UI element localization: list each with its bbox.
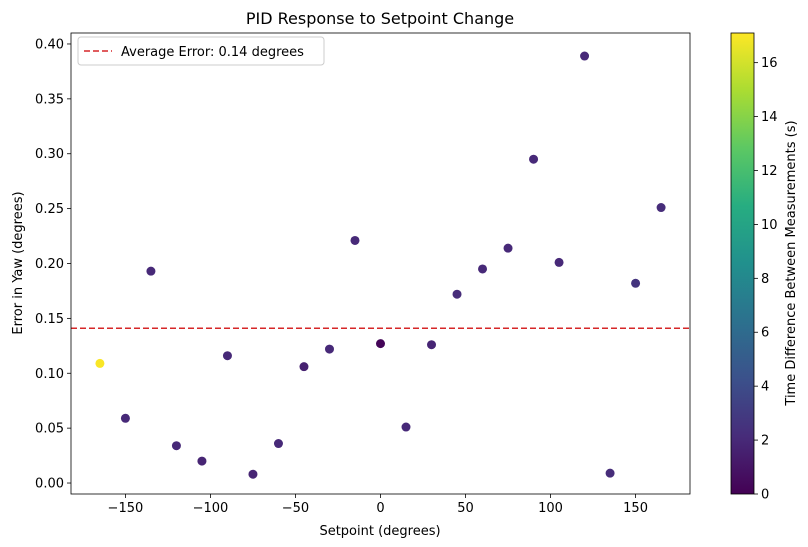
chart-title: PID Response to Setpoint Change [246,9,514,28]
y-tick-label: 0.25 [35,202,64,217]
scatter-points [95,51,666,479]
colorbar-gradient [731,33,754,494]
scatter-point-5 [222,351,232,361]
y-tick-label: 0.20 [35,257,64,272]
plot-frame [71,33,690,494]
colorbar-tick-label: 6 [761,326,769,341]
colorbar-tick-label: 10 [761,218,778,233]
scatter-point-16 [503,243,513,253]
scatter-point-13 [427,340,437,350]
colorbar-label: Time Difference Between Measurements (s) [784,120,799,406]
scatter-point-21 [631,278,641,288]
x-tick-label: 50 [457,501,474,516]
colorbar-tick-label: 2 [761,434,769,449]
colorbar-ticks: 0 2 4 6 8 10 12 14 16 [754,56,778,503]
plot-area [70,32,691,495]
x-tick-label: −50 [282,501,309,516]
x-tick-label: 150 [623,501,648,516]
legend-box [77,36,325,66]
colorbar-tick-label: 4 [761,380,769,395]
scatter-point-17 [529,154,539,164]
scatter-point-4 [197,456,207,466]
colorbar-tick-label: 8 [761,272,769,287]
scatter-point-10 [350,235,360,245]
x-axis-ticks: −150 −100 −50 0 50 100 150 [108,494,648,516]
y-tick-label: 0.35 [35,92,64,107]
colorbar-border [730,32,755,495]
x-axis-label: Setpoint (degrees) [319,524,440,539]
y-tick-label: 0.00 [35,477,64,492]
y-tick-label: 0.15 [35,312,64,327]
colorbar-tick-label: 12 [761,164,778,179]
scatter-point-1 [120,413,130,423]
legend: Average Error: 0.14 degrees [77,36,325,66]
y-tick-label: 0.10 [35,367,64,382]
x-tick-label: −100 [193,501,229,516]
colorbar-tick-label: 0 [761,488,769,503]
x-tick-label: 0 [376,501,384,516]
scatter-point-7 [273,439,283,449]
colorbar-tick-label: 14 [761,110,778,125]
scatter-point-8 [299,362,309,372]
x-tick-label: −150 [108,501,144,516]
y-tick-label: 0.40 [35,37,64,52]
scatter-point-18 [554,257,564,267]
scatter-point-0 [95,358,105,368]
scatter-point-9 [324,344,334,354]
x-tick-label: 100 [538,501,563,516]
y-tick-label: 0.30 [35,147,64,162]
scatter-point-11 [376,339,385,349]
colorbar-tick-label: 16 [761,56,778,71]
legend-label: Average Error: 0.14 degrees [121,45,304,60]
scatter-point-19 [580,51,590,61]
y-axis-label: Error in Yaw (degrees) [11,191,26,334]
scatter-point-14 [452,289,462,299]
scatter-point-3 [171,441,181,451]
scatter-point-6 [248,469,258,479]
scatter-point-15 [478,264,488,274]
scatter-point-22 [656,203,666,213]
y-axis-ticks: 0.00 0.05 0.10 0.15 0.20 0.25 0.30 0.35 0.40 [35,37,71,492]
scatter-point-20 [605,468,615,478]
y-tick-label: 0.05 [35,422,64,437]
scatter-point-2 [146,266,156,276]
colorbar: 0 2 4 6 8 10 12 14 16 Time Difference Between Me… [730,32,799,503]
scatter-point-12 [401,422,411,432]
